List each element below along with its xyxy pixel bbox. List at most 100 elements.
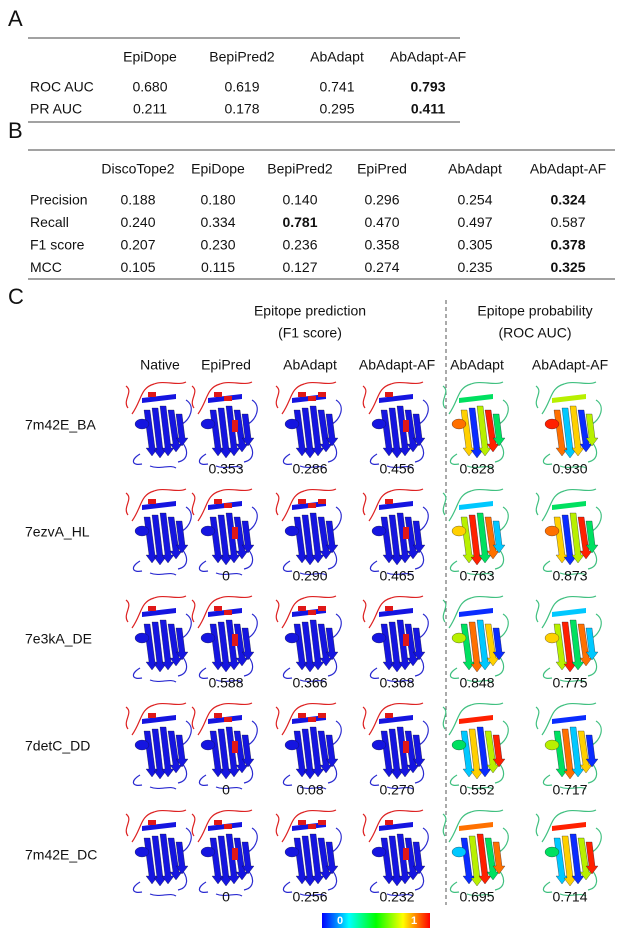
strand-top (552, 608, 586, 617)
epitope-highlight (224, 824, 232, 829)
helix (545, 633, 559, 643)
protein-structure (443, 596, 508, 682)
row-name: 7m42E_BA (25, 417, 96, 433)
epitope-highlight (308, 396, 316, 401)
loop (592, 400, 601, 424)
strand-top (459, 501, 493, 510)
epitope-highlight (214, 713, 222, 718)
epitope-highlight (318, 820, 326, 825)
epitope-highlight (385, 499, 393, 504)
strand-top (459, 822, 493, 831)
protein-structure (363, 810, 428, 896)
helix (545, 526, 559, 536)
helix (135, 526, 149, 536)
epitope-highlight (298, 606, 306, 611)
epitope-highlight (224, 396, 232, 401)
cell: 0.305 (457, 237, 492, 253)
score: 0.717 (552, 782, 587, 798)
helix (285, 633, 299, 643)
score: 0.763 (459, 568, 494, 584)
cell: 0.236 (282, 237, 317, 253)
cell: 0.619 (224, 79, 259, 95)
score: 0.232 (379, 889, 414, 905)
loop (332, 614, 341, 638)
protein-structure (192, 489, 257, 575)
protein-structure (276, 703, 341, 789)
loop (592, 507, 601, 531)
score: 0.353 (208, 461, 243, 477)
protein-structure (192, 596, 257, 682)
cell: 0.296 (364, 192, 399, 208)
epitope-highlight (298, 820, 306, 825)
loop (182, 828, 191, 852)
protein-structure (126, 382, 191, 468)
epitope-highlight (403, 527, 409, 539)
column-header: EpiDope (123, 49, 177, 65)
strand-top (379, 394, 413, 403)
helix (135, 740, 149, 750)
loop (419, 828, 428, 852)
loop (182, 721, 191, 745)
protein-structure (536, 382, 601, 468)
epitope-highlight (224, 503, 232, 508)
strand-top (552, 715, 586, 724)
cell: 0.140 (282, 192, 317, 208)
protein-structure (192, 703, 257, 789)
strand-top (459, 608, 493, 617)
score: 0.714 (552, 889, 587, 905)
epitope-highlight (214, 499, 222, 504)
epitope-highlight (214, 392, 222, 397)
score: 0.290 (292, 568, 327, 584)
cell: 0.497 (457, 214, 492, 230)
protein-structure (276, 810, 341, 896)
score: 0.456 (379, 461, 414, 477)
cell: 0.411 (411, 101, 445, 117)
helix (372, 526, 386, 536)
epitope-highlight (385, 713, 393, 718)
epitope-highlight (308, 610, 316, 615)
epitope-highlight (232, 848, 238, 860)
score: 0.775 (552, 675, 587, 691)
score: 0.368 (379, 675, 414, 691)
score: 0.873 (552, 568, 587, 584)
column-header: AbAdapt-AF (532, 357, 608, 373)
epitope-highlight (148, 499, 156, 504)
column-header: AbAdapt-AF (390, 49, 466, 65)
cell: 0.188 (120, 192, 155, 208)
epitope-highlight (308, 717, 316, 722)
column-header: BepiPred2 (209, 49, 275, 65)
cell: 0.254 (457, 192, 492, 208)
helix (372, 633, 386, 643)
cell: 0.178 (224, 101, 259, 117)
protein-structure (192, 382, 257, 468)
row-name: 7detC_DD (25, 738, 90, 754)
cell: 0.680 (132, 79, 167, 95)
helix (452, 633, 466, 643)
row-name: 7ezvA_HL (25, 524, 90, 540)
loop (499, 400, 508, 424)
loop (332, 828, 341, 852)
strand-top (379, 715, 413, 724)
score: 0.588 (208, 675, 243, 691)
row-label: Precision (30, 192, 88, 208)
figure: AEpiDopeBepiPred2AbAdaptAbAdapt-AFROC AU… (0, 0, 622, 928)
group-header: Epitope prediction (254, 303, 366, 319)
helix (545, 847, 559, 857)
loop (150, 466, 176, 468)
protein-structure (443, 382, 508, 468)
cell: 0.105 (120, 259, 155, 275)
protein-structure (443, 810, 508, 896)
column-header: DiscoTope2 (101, 161, 174, 177)
loop (499, 507, 508, 531)
row-name: 7e3kA_DE (25, 631, 92, 647)
epitope-highlight (318, 499, 326, 504)
protein-structure (276, 596, 341, 682)
loop (419, 400, 428, 424)
cell: 0.295 (319, 101, 354, 117)
helix (285, 847, 299, 857)
loop (592, 614, 601, 638)
epitope-highlight (403, 420, 409, 432)
cell: 0.781 (282, 214, 317, 230)
score: 0.930 (552, 461, 587, 477)
strand-top (552, 822, 586, 831)
